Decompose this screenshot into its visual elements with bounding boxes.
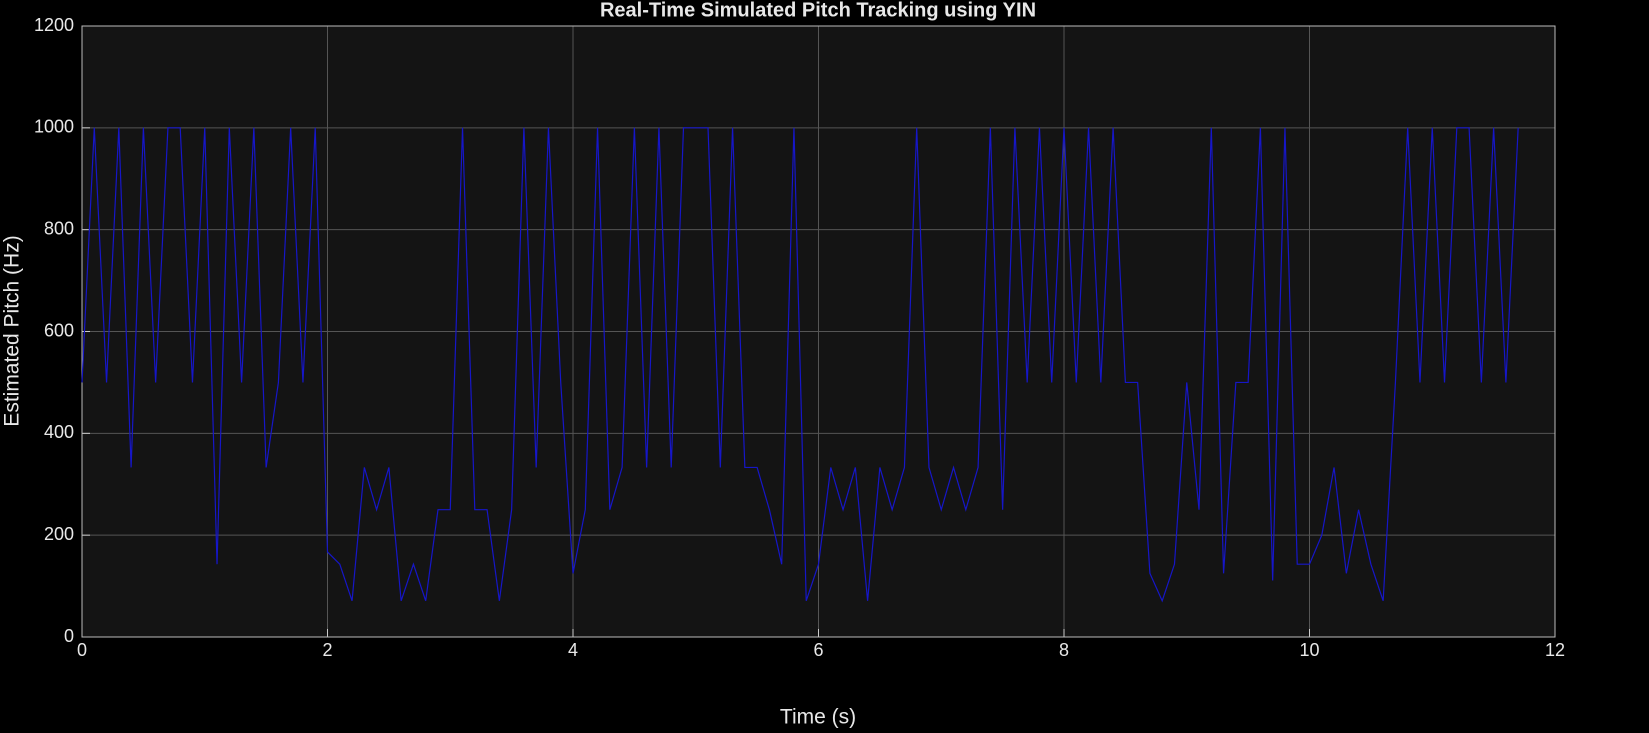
chart-title: Real-Time Simulated Pitch Tracking using…: [600, 0, 1036, 21]
pitch-line: [81, 127, 1519, 603]
y-tick-label: 400: [44, 422, 74, 442]
y-tick-label: 600: [44, 320, 74, 340]
y-tick-label: 1000: [34, 117, 74, 137]
y-tick-label: 800: [44, 218, 74, 238]
y-axis-label: Estimated Pitch (Hz): [1, 235, 24, 426]
x-tick-label: 12: [1545, 640, 1565, 660]
y-tick-label: 1200: [34, 15, 74, 35]
y-tick-label: 0: [64, 626, 74, 646]
x-axis-label: Time (s): [780, 706, 856, 729]
x-tick-label: 4: [568, 640, 578, 660]
x-tick-label: 8: [1059, 640, 1069, 660]
x-tick-label: 0: [77, 640, 87, 660]
y-tick-label: 200: [44, 524, 74, 544]
x-tick-label: 2: [322, 640, 332, 660]
x-tick-label: 6: [813, 640, 823, 660]
axes-box: [81, 25, 1556, 638]
x-tick-label: 10: [1299, 640, 1319, 660]
